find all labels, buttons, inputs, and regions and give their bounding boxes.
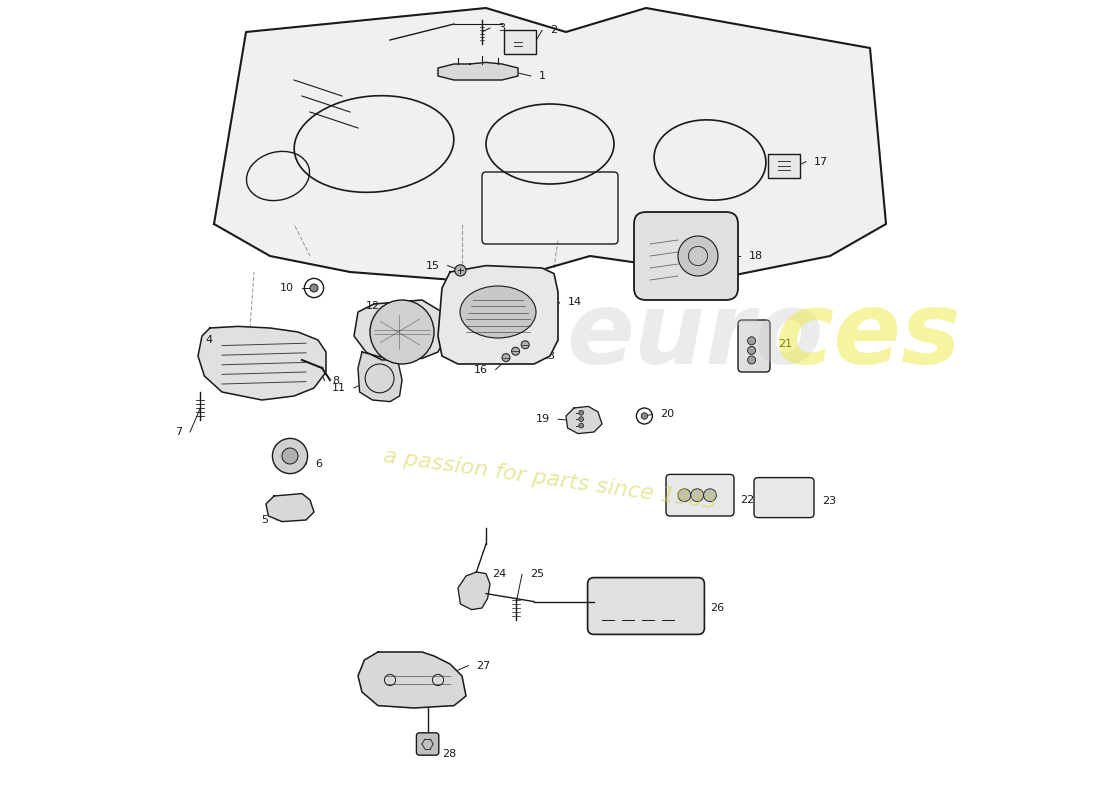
Text: 1: 1 xyxy=(539,71,546,81)
Text: 7: 7 xyxy=(175,427,182,437)
FancyBboxPatch shape xyxy=(754,478,814,518)
FancyBboxPatch shape xyxy=(666,474,734,516)
Circle shape xyxy=(282,448,298,464)
Text: euro: euro xyxy=(566,287,823,385)
Circle shape xyxy=(502,354,510,362)
Polygon shape xyxy=(266,494,314,522)
Text: 4: 4 xyxy=(206,335,212,345)
Circle shape xyxy=(641,413,648,419)
Text: 23: 23 xyxy=(822,496,836,506)
Text: 14: 14 xyxy=(568,298,582,307)
Text: 18: 18 xyxy=(748,251,762,261)
Circle shape xyxy=(678,489,691,502)
Circle shape xyxy=(748,346,756,354)
Text: 26: 26 xyxy=(710,603,724,613)
Text: 5: 5 xyxy=(262,515,268,525)
Circle shape xyxy=(691,489,704,502)
FancyBboxPatch shape xyxy=(769,154,800,178)
FancyBboxPatch shape xyxy=(738,320,770,372)
FancyBboxPatch shape xyxy=(587,578,704,634)
Text: 16: 16 xyxy=(474,365,487,374)
Polygon shape xyxy=(354,300,446,360)
Circle shape xyxy=(512,347,519,355)
Text: 21: 21 xyxy=(778,339,792,349)
Circle shape xyxy=(579,423,584,428)
Text: a passion for parts since 1985: a passion for parts since 1985 xyxy=(382,446,718,514)
Text: 10: 10 xyxy=(280,283,294,293)
Circle shape xyxy=(748,356,756,364)
Text: 3: 3 xyxy=(498,23,505,33)
FancyBboxPatch shape xyxy=(505,30,536,54)
Polygon shape xyxy=(214,8,886,280)
Circle shape xyxy=(521,341,529,349)
Circle shape xyxy=(273,438,308,474)
Circle shape xyxy=(579,410,584,415)
Polygon shape xyxy=(458,572,490,610)
Circle shape xyxy=(310,284,318,292)
Text: 8: 8 xyxy=(332,376,340,386)
FancyBboxPatch shape xyxy=(634,212,738,300)
Text: 25: 25 xyxy=(530,570,544,579)
Text: ces: ces xyxy=(774,287,960,385)
Text: 2: 2 xyxy=(550,26,557,35)
Circle shape xyxy=(748,337,756,345)
Polygon shape xyxy=(358,352,402,402)
Text: 22: 22 xyxy=(740,495,755,505)
Polygon shape xyxy=(358,652,466,708)
Circle shape xyxy=(370,300,434,364)
Text: 13: 13 xyxy=(542,351,556,361)
Polygon shape xyxy=(566,406,602,434)
Circle shape xyxy=(678,236,718,276)
Text: 6: 6 xyxy=(315,459,322,469)
Polygon shape xyxy=(438,62,518,80)
Polygon shape xyxy=(198,326,326,400)
Text: 28: 28 xyxy=(442,749,456,758)
Circle shape xyxy=(454,265,466,276)
FancyBboxPatch shape xyxy=(417,733,439,755)
Text: 15: 15 xyxy=(426,261,440,270)
Text: 24: 24 xyxy=(493,570,507,579)
Text: 20: 20 xyxy=(660,410,674,419)
Polygon shape xyxy=(438,266,558,364)
Text: 17: 17 xyxy=(814,157,828,166)
Circle shape xyxy=(579,417,584,422)
Text: 27: 27 xyxy=(476,661,491,670)
Text: 19: 19 xyxy=(536,414,550,424)
Text: 12: 12 xyxy=(366,301,381,310)
Text: 11: 11 xyxy=(332,383,346,393)
Ellipse shape xyxy=(460,286,536,338)
Circle shape xyxy=(704,489,716,502)
